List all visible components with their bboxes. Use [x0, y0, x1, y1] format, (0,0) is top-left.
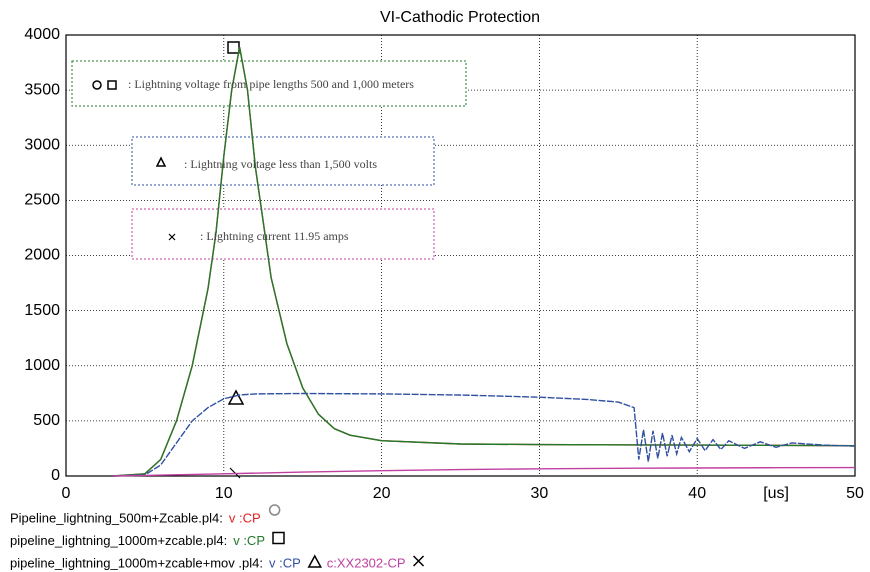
- y-tick-label: 3500: [24, 81, 60, 98]
- annotation-box: [71, 60, 467, 107]
- x-tick-label: 20: [373, 485, 391, 502]
- annotation-symbol: [92, 80, 102, 90]
- y-tick-label: 1500: [24, 302, 60, 319]
- annotation-symbol: [168, 233, 176, 241]
- chart-title: VI-Cathodic Protection: [380, 9, 540, 26]
- legend-symbol: [307, 554, 323, 568]
- x-tick-label: 40: [688, 485, 706, 502]
- y-tick-label: 1000: [24, 357, 60, 374]
- legend-label: v :CP: [269, 555, 301, 570]
- annotation-text: : Lightning voltage less than 1,500 volt…: [184, 157, 377, 171]
- series-line: [113, 392, 856, 477]
- x-unit-label: [us]: [763, 485, 789, 502]
- legend-file: pipeline_lightning_1000m+zcable+mov .pl4…: [10, 555, 263, 570]
- y-tick-label: 3000: [24, 136, 60, 153]
- annotation-box: [131, 208, 435, 260]
- x-tick-label: 10: [215, 485, 233, 502]
- annotation-symbol: [155, 156, 167, 167]
- legend-label: v :CP: [229, 510, 261, 525]
- y-tick-label: 4000: [24, 26, 60, 43]
- legend-symbol: [413, 555, 425, 567]
- series-line: [113, 46, 856, 477]
- annotation-box: [131, 136, 435, 186]
- y-tick-label: 500: [33, 412, 60, 429]
- annotation-text: : Lightning voltage from pipe lengths 50…: [128, 77, 414, 91]
- legend-file: Pipeline_lightning_500m+Zcable.pl4:: [10, 510, 223, 525]
- annotation-boxes: [71, 60, 467, 260]
- annotation-symbol: [107, 80, 117, 90]
- legend-label: c:XX2302-CP: [327, 555, 406, 570]
- annotation-text: : Lightning current 11.95 amps: [200, 229, 349, 243]
- legend-file: pipeline_lightning_1000m+zcable.pl4:: [10, 533, 227, 548]
- marker-square: [227, 41, 240, 54]
- y-tick-label: 0: [51, 467, 60, 484]
- x-tick-label: 0: [62, 485, 71, 502]
- legend-symbol: [272, 531, 285, 545]
- series-line: [113, 466, 856, 477]
- y-tick-label: 2500: [24, 192, 60, 209]
- plot-frame: [65, 34, 856, 477]
- legend-symbol: [268, 504, 281, 516]
- x-tick-label: 30: [531, 485, 549, 502]
- marker-triangle: [227, 389, 245, 405]
- series-line: [113, 46, 856, 477]
- legend-label: v :CP: [233, 533, 265, 548]
- x-tick-label: 50: [846, 485, 864, 502]
- y-tick-label: 2000: [24, 247, 60, 264]
